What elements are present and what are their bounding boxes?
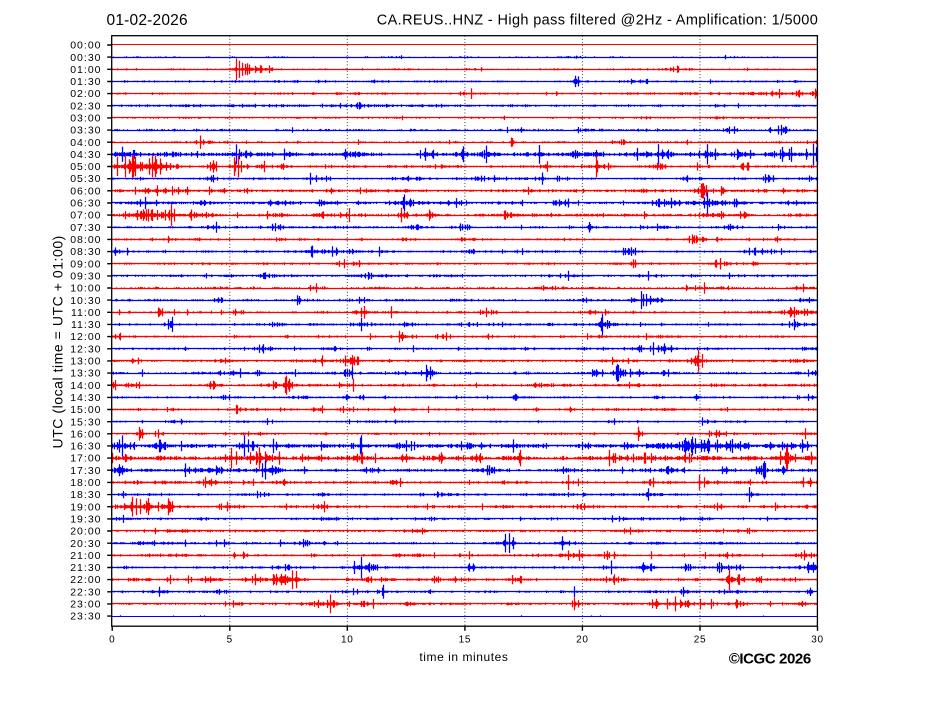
svg-text:14:30: 14:30 <box>70 392 101 404</box>
svg-text:12:30: 12:30 <box>70 343 101 355</box>
svg-text:21:30: 21:30 <box>70 562 101 574</box>
svg-text:19:30: 19:30 <box>70 514 101 526</box>
svg-text:22:00: 22:00 <box>70 574 101 586</box>
svg-text:07:30: 07:30 <box>70 222 101 234</box>
svg-text:©ICGC 2026: ©ICGC 2026 <box>729 651 811 668</box>
svg-text:30: 30 <box>811 635 824 646</box>
svg-text:16:30: 16:30 <box>70 441 101 453</box>
svg-text:06:30: 06:30 <box>70 198 101 210</box>
svg-text:01:30: 01:30 <box>70 76 101 88</box>
svg-text:09:00: 09:00 <box>70 258 101 270</box>
svg-text:21:00: 21:00 <box>70 550 101 562</box>
svg-text:08:30: 08:30 <box>70 246 101 258</box>
svg-text:03:30: 03:30 <box>70 125 101 137</box>
svg-text:01:00: 01:00 <box>70 64 101 76</box>
svg-text:UTC (local time = UTC + 01:00): UTC (local time = UTC + 01:00) <box>49 235 65 448</box>
svg-text:18:30: 18:30 <box>70 489 101 501</box>
svg-text:0: 0 <box>109 635 115 646</box>
svg-text:12:00: 12:00 <box>70 331 101 343</box>
svg-text:CA.REUS..HNZ - High pass filte: CA.REUS..HNZ - High pass filtered @2Hz -… <box>377 13 818 29</box>
svg-text:10:00: 10:00 <box>70 283 101 295</box>
svg-text:15: 15 <box>459 635 472 646</box>
svg-text:22:30: 22:30 <box>70 586 101 598</box>
svg-text:11:30: 11:30 <box>71 319 102 331</box>
svg-text:10: 10 <box>341 635 354 646</box>
svg-text:17:00: 17:00 <box>70 453 101 465</box>
svg-text:00:00: 00:00 <box>70 40 101 52</box>
svg-text:13:30: 13:30 <box>70 368 101 380</box>
svg-text:08:00: 08:00 <box>70 234 101 246</box>
svg-text:01-02-2026: 01-02-2026 <box>107 12 188 29</box>
svg-text:03:00: 03:00 <box>70 113 101 125</box>
svg-text:23:30: 23:30 <box>70 611 101 623</box>
svg-text:04:00: 04:00 <box>70 137 101 149</box>
svg-text:15:30: 15:30 <box>70 416 101 428</box>
svg-text:02:30: 02:30 <box>70 100 101 112</box>
svg-text:15:00: 15:00 <box>70 404 101 416</box>
svg-text:04:30: 04:30 <box>70 149 101 161</box>
svg-text:5: 5 <box>227 635 233 646</box>
svg-text:06:00: 06:00 <box>70 185 101 197</box>
svg-text:05:00: 05:00 <box>70 161 101 173</box>
svg-text:10:30: 10:30 <box>70 295 101 307</box>
svg-text:09:30: 09:30 <box>70 271 101 283</box>
svg-text:16:00: 16:00 <box>70 428 101 440</box>
svg-text:00:30: 00:30 <box>70 52 101 64</box>
svg-text:20:00: 20:00 <box>70 526 101 538</box>
svg-text:25: 25 <box>694 635 707 646</box>
svg-text:19:00: 19:00 <box>70 501 101 513</box>
svg-text:05:30: 05:30 <box>70 173 101 185</box>
svg-text:14:00: 14:00 <box>70 380 101 392</box>
svg-text:11:00: 11:00 <box>71 307 102 319</box>
svg-text:07:00: 07:00 <box>70 210 101 222</box>
svg-text:02:00: 02:00 <box>70 88 101 100</box>
svg-text:23:00: 23:00 <box>70 599 101 611</box>
svg-text:18:00: 18:00 <box>70 477 101 489</box>
svg-text:20:30: 20:30 <box>70 538 101 550</box>
svg-text:17:30: 17:30 <box>70 465 101 477</box>
svg-text:20: 20 <box>576 635 589 646</box>
svg-text:13:00: 13:00 <box>70 356 101 368</box>
svg-text:time in minutes: time in minutes <box>419 650 508 664</box>
